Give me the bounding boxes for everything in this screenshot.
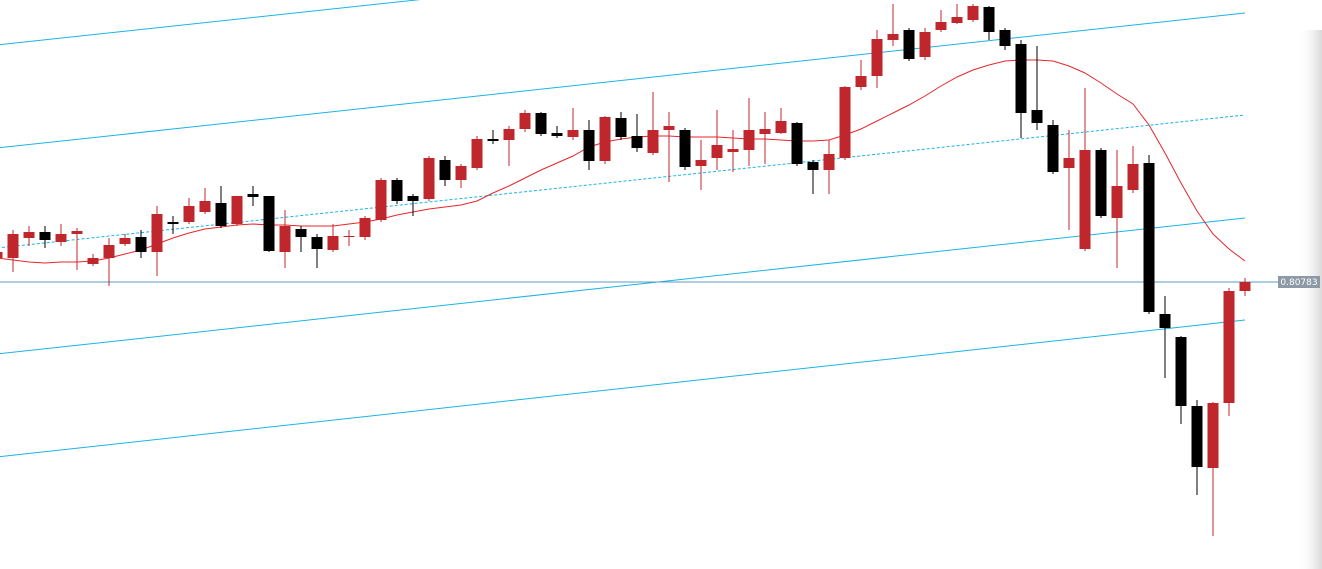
candle-body	[807, 162, 819, 170]
candle-body	[631, 136, 643, 148]
candle-body	[1079, 150, 1091, 249]
candle-body	[199, 201, 211, 212]
candle-body	[919, 32, 931, 57]
candle-body	[935, 22, 947, 30]
candle-body	[791, 123, 803, 164]
candle-body	[759, 129, 771, 134]
candle-body	[855, 76, 867, 87]
candle-body	[647, 130, 659, 153]
channel-line	[0, 0, 421, 46]
candle-body	[967, 6, 979, 20]
candle-body	[583, 130, 595, 161]
candle-body	[343, 236, 355, 237]
candle-body	[295, 229, 307, 237]
channel-line	[0, 217, 1246, 355]
candle-body	[311, 237, 323, 249]
candle-body	[535, 113, 547, 134]
candle-body	[375, 180, 387, 220]
channel-line	[0, 114, 1246, 249]
candle-body	[519, 113, 531, 129]
candle-body	[983, 7, 995, 32]
candle-body	[1063, 158, 1075, 168]
candle-body	[727, 149, 739, 152]
candle-body	[887, 34, 899, 40]
channel-line	[0, 319, 1246, 458]
candle-body	[839, 87, 851, 158]
candle-body	[231, 196, 243, 224]
candle-body	[439, 160, 451, 180]
candle-body	[1095, 150, 1107, 216]
candle-body	[1015, 44, 1027, 113]
candle-body	[711, 145, 723, 158]
candle-body	[615, 118, 627, 137]
candle-body	[503, 129, 515, 140]
candle-body	[1031, 110, 1043, 123]
candle-body	[999, 30, 1011, 46]
candle-body	[39, 232, 51, 240]
candle-body	[903, 30, 915, 59]
candle-body	[1191, 406, 1203, 467]
candle-body	[87, 258, 99, 264]
candle-body	[679, 130, 691, 167]
candle-body	[167, 222, 179, 224]
candle-body	[823, 154, 835, 170]
candle-body	[263, 196, 275, 251]
candle-body	[103, 245, 115, 258]
candle-body	[135, 237, 147, 252]
candle-body	[7, 234, 19, 258]
candle-body	[55, 234, 67, 242]
candle-body	[1047, 125, 1059, 172]
candle-body	[151, 214, 163, 252]
candle-body	[1175, 337, 1187, 406]
channel-line	[0, 12, 1246, 149]
candle-body	[247, 194, 259, 197]
price-label-box	[1278, 276, 1320, 288]
candle-body	[775, 121, 787, 133]
candle-body	[119, 238, 131, 244]
edge-shadow	[1298, 30, 1322, 569]
candle-body	[743, 130, 755, 150]
candle-body	[327, 236, 339, 250]
candle-body	[1239, 282, 1251, 291]
candle-body	[1223, 291, 1235, 403]
candle-body	[1111, 186, 1123, 218]
candle-body	[279, 226, 291, 252]
candle-body	[663, 126, 675, 130]
candle-body	[471, 139, 483, 168]
candle-body	[215, 203, 227, 226]
candle-body	[0, 252, 3, 258]
candle-body	[871, 39, 883, 76]
candle-body	[407, 196, 419, 201]
candle-body	[951, 17, 963, 23]
candle-body	[391, 180, 403, 201]
candle-body	[1207, 403, 1219, 468]
plot-area	[0, 0, 1278, 536]
candle-body	[1143, 163, 1155, 312]
candle-body	[487, 139, 499, 141]
candle-body	[183, 206, 195, 222]
candle-body	[1127, 164, 1139, 190]
candle-body	[423, 158, 435, 199]
price-label: 0.80783	[1280, 278, 1317, 288]
candle-body	[71, 231, 83, 234]
candle-body	[695, 160, 707, 166]
candle-body	[567, 130, 579, 137]
candle-body	[455, 166, 467, 180]
candle-body	[551, 133, 563, 136]
candle-body	[23, 232, 35, 238]
candle-body	[1159, 314, 1171, 328]
candle-body	[359, 218, 371, 237]
candle-body	[599, 117, 611, 161]
